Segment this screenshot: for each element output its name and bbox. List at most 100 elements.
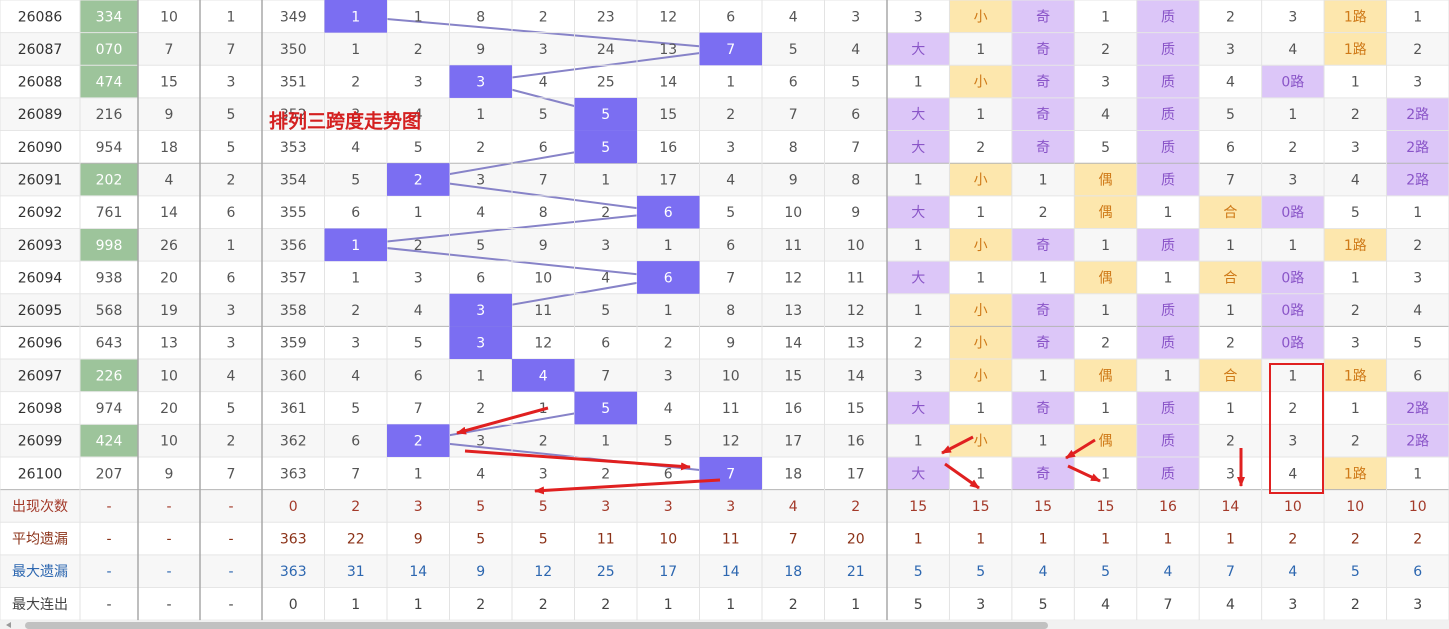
attr-hit: 小 — [974, 9, 988, 25]
cell: 7 — [789, 107, 798, 123]
cells: 26086 334 10 1 349 1 1 8 2 23 12 6 4 3 3 小奇 1 质 2 3 1路 126087… — [12, 8, 1429, 613]
row-bg — [0, 489, 1449, 523]
attr-hit-bg — [1011, 326, 1075, 360]
stat-value: - — [106, 597, 111, 613]
cell: 5 — [414, 336, 423, 352]
attr-hit-bg — [1136, 391, 1200, 425]
attr-hit: 2路 — [1406, 434, 1429, 450]
cell: 3 — [1351, 336, 1360, 352]
cell: 5 — [1351, 205, 1360, 221]
number: 974 — [96, 401, 123, 417]
cell: 4 — [165, 173, 174, 189]
hit-bg — [449, 65, 512, 98]
hit-bg — [512, 359, 575, 392]
number: 954 — [96, 140, 123, 156]
attr-hit-bg — [1324, 359, 1387, 392]
cell: 1 — [976, 107, 985, 123]
attr-hit: 奇 — [1036, 302, 1050, 319]
cell: 26 — [160, 238, 178, 254]
arrow — [456, 406, 549, 435]
span-hit: 6 — [664, 205, 673, 221]
stat-value: 11 — [722, 532, 740, 548]
cell: 5 — [227, 401, 236, 417]
cell: 4 — [414, 107, 423, 123]
cell: 3 — [227, 75, 236, 91]
scroll-thumb[interactable] — [25, 622, 1048, 629]
cell: 2 — [914, 336, 923, 352]
cell: 357 — [280, 270, 307, 286]
cell: 1 — [976, 466, 985, 482]
number: 424 — [96, 434, 123, 450]
number: 761 — [96, 205, 123, 221]
cell: 4 — [851, 42, 860, 58]
attr-hit-bg — [949, 0, 1012, 33]
cell: 2 — [476, 401, 485, 417]
cell: 6 — [664, 466, 673, 482]
cell: 4 — [1101, 107, 1110, 123]
stat-value: 10 — [1346, 499, 1364, 515]
cell: 9 — [539, 238, 548, 254]
stat-value: 31 — [347, 564, 365, 580]
stat-value: 1 — [914, 532, 923, 548]
cell: 14 — [659, 75, 677, 91]
number: 938 — [96, 270, 123, 286]
cell: 2 — [1226, 9, 1235, 25]
attr-hit: 质 — [1161, 173, 1175, 189]
cell: 11 — [784, 238, 802, 254]
attr-hit-bg — [949, 424, 1012, 457]
cell: 10 — [534, 270, 552, 286]
cell: 2 — [227, 434, 236, 450]
cell: 7 — [227, 42, 236, 58]
cell: 11 — [847, 270, 865, 286]
stat-value: - — [228, 564, 233, 580]
stat-value: 5 — [914, 564, 923, 580]
cell: 1 — [976, 205, 985, 221]
stat-value: 4 — [1164, 564, 1173, 580]
cell: 1 — [1288, 107, 1297, 123]
cell: 2 — [601, 205, 610, 221]
row-bg — [0, 293, 1449, 327]
cell: 1 — [976, 270, 985, 286]
cell: 3 — [476, 434, 485, 450]
attr-hit-bg — [1011, 65, 1075, 98]
stat-value: - — [228, 597, 233, 613]
cell: 16 — [847, 434, 865, 450]
attr-hit: 质 — [1161, 9, 1175, 25]
stat-value: 1 — [726, 597, 735, 613]
cell: 5 — [851, 75, 860, 91]
attr-hit: 大 — [911, 140, 925, 156]
arrow — [1065, 438, 1096, 460]
issue: 26090 — [18, 140, 63, 156]
cell: 4 — [1351, 173, 1360, 189]
hit-bg — [637, 261, 700, 294]
cell: 1 — [476, 368, 485, 384]
cell: 3 — [351, 336, 360, 352]
arrow — [944, 462, 980, 490]
cell: 4 — [414, 303, 423, 319]
cell: 6 — [726, 9, 735, 25]
attr-hit: 奇 — [1036, 335, 1050, 352]
cell: 1 — [414, 205, 423, 221]
cell: 3 — [914, 9, 923, 25]
number-bg — [80, 32, 138, 66]
hit-bg — [574, 391, 637, 425]
stat-value: 3 — [1288, 597, 1297, 613]
cell: 5 — [664, 434, 673, 450]
stat-value: 15 — [972, 499, 990, 515]
stat-value: - — [228, 499, 233, 515]
cell: 5 — [726, 205, 735, 221]
cell: 4 — [1288, 466, 1297, 482]
stat-value: 1 — [414, 597, 423, 613]
cell: 8 — [476, 9, 485, 25]
stat-value: - — [166, 597, 171, 613]
cell: 7 — [539, 173, 548, 189]
cell: 3 — [1351, 140, 1360, 156]
cell: 3 — [476, 173, 485, 189]
scroll-arrow[interactable] — [6, 622, 11, 628]
attr-hit: 1路 — [1344, 466, 1367, 482]
cell: 1 — [1164, 205, 1173, 221]
attr-hit-bg — [1136, 97, 1200, 131]
cell: 1 — [1226, 303, 1235, 319]
hit-bg — [699, 32, 762, 66]
